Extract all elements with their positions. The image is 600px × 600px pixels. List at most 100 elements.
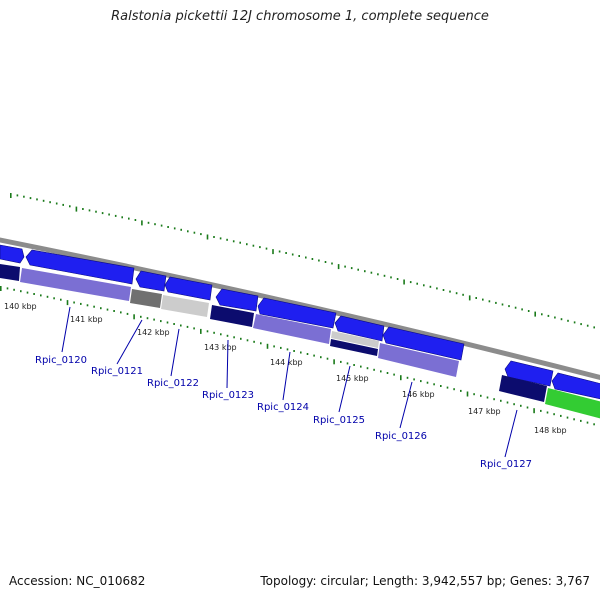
cds-arrow[interactable] <box>164 276 213 301</box>
locus-label-rpic-0121[interactable]: Rpic_0121 <box>91 366 143 377</box>
gene-bar[interactable] <box>545 388 600 421</box>
locus-label-rpic-0123[interactable]: Rpic_0123 <box>202 390 254 401</box>
tick-mark <box>340 360 342 363</box>
cds-arrow[interactable] <box>0 244 25 264</box>
tick-mark <box>373 368 375 371</box>
gene-bar[interactable] <box>161 295 209 317</box>
tick-mark <box>108 213 110 216</box>
gene-track <box>0 264 600 421</box>
locus-leader <box>226 339 229 389</box>
tick-mark <box>540 409 542 412</box>
tick-mark <box>449 290 451 293</box>
tick-mark <box>113 310 115 312</box>
tick-mark <box>80 302 82 305</box>
cds-arrow[interactable] <box>135 270 167 292</box>
tick-mark <box>160 224 163 227</box>
sequence-stats-label: Topology: circular; Length: 3,942,557 bp… <box>260 574 590 588</box>
locus-label-rpic-0124[interactable]: Rpic_0124 <box>257 402 309 413</box>
gene-bar[interactable] <box>0 264 20 281</box>
locus-label-rpic-0125[interactable]: Rpic_0125 <box>313 415 365 426</box>
tick-mark <box>344 265 346 268</box>
tick-mark <box>580 323 582 326</box>
locus-label-rpic-0120[interactable]: Rpic_0120 <box>35 355 87 366</box>
kbp-tick-label: 141 kbp <box>70 315 103 324</box>
tick-mark <box>403 279 405 285</box>
tick-mark <box>0 286 2 291</box>
tick-mark <box>200 233 202 236</box>
locus-label-rpic-0122[interactable]: Rpic_0122 <box>147 378 199 389</box>
cds-arrow[interactable] <box>334 315 385 342</box>
tick-mark <box>213 331 215 334</box>
tick-mark <box>193 327 195 330</box>
locus-label-rpic-0127[interactable]: Rpic_0127 <box>480 459 532 470</box>
tick-mark <box>88 209 91 212</box>
locus-leader <box>116 319 143 365</box>
tick-mark <box>442 289 445 291</box>
tick-mark <box>140 315 142 318</box>
tick-mark <box>134 219 137 221</box>
tick-mark <box>186 325 189 328</box>
kbp-tick-label: 145 kbp <box>336 374 369 383</box>
tick-mark <box>298 255 300 257</box>
cds-arrow[interactable] <box>382 326 465 361</box>
gene-bar[interactable] <box>210 305 254 327</box>
tick-mark <box>206 234 209 240</box>
tick-mark <box>593 423 595 426</box>
tick-mark <box>533 408 535 414</box>
tick-mark <box>553 413 555 416</box>
gene-bar[interactable] <box>253 314 331 344</box>
tick-mark <box>153 318 155 321</box>
cds-arrow[interactable] <box>504 360 554 387</box>
tick-mark <box>62 203 64 206</box>
cds-arrow[interactable] <box>257 297 337 329</box>
gene-bar[interactable] <box>130 289 162 308</box>
tick-mark <box>305 256 307 259</box>
kbp-tick-label: 143 kbp <box>204 343 237 352</box>
tick-mark <box>29 197 32 200</box>
map-title: Ralstonia pickettii 12J chromosome 1, co… <box>111 9 489 24</box>
cds-arrow[interactable] <box>551 372 600 401</box>
gene-bar[interactable] <box>331 331 379 348</box>
tick-mark <box>453 388 455 391</box>
tick-mark <box>10 193 12 198</box>
tick-mark <box>346 362 349 365</box>
tick-mark <box>213 236 215 238</box>
tick-mark <box>514 306 517 309</box>
tick-mark <box>219 237 222 240</box>
tick-mark <box>400 375 402 381</box>
gene-bar[interactable] <box>330 339 378 356</box>
tick-mark <box>420 380 422 383</box>
tick-mark <box>495 301 497 304</box>
tick-mark <box>173 323 175 325</box>
tick-mark <box>133 314 135 320</box>
gene-bar[interactable] <box>20 268 131 301</box>
tick-mark <box>239 241 241 244</box>
cds-arrow[interactable] <box>215 288 259 312</box>
tick-mark <box>409 281 412 284</box>
tick-mark <box>6 287 9 290</box>
tick-mark <box>554 316 556 319</box>
tick-mark <box>252 244 255 247</box>
locus-label-rpic-0126[interactable]: Rpic_0126 <box>375 431 427 442</box>
cds-arrow[interactable] <box>25 249 135 285</box>
tick-mark <box>220 333 222 336</box>
tick-mark <box>360 365 362 368</box>
tick-mark <box>93 305 95 308</box>
tick-mark <box>396 278 399 280</box>
gene-bar[interactable] <box>378 343 459 377</box>
tick-mark <box>313 354 315 357</box>
kbp-tick-labels: 140 kbp 141 kbp 142 kbp 143 kbp 144 kbp … <box>4 302 567 435</box>
tick-mark <box>473 393 475 396</box>
tick-mark <box>95 210 97 213</box>
tick-mark <box>180 324 182 327</box>
kbp-tick-label: 140 kbp <box>4 302 37 311</box>
tick-mark <box>141 220 143 226</box>
gene-bar[interactable] <box>499 375 547 402</box>
tick-mark <box>53 297 55 300</box>
tick-mark <box>547 314 550 317</box>
tick-mark <box>20 290 22 293</box>
tick-mark <box>173 227 176 230</box>
tick-mark <box>60 298 62 301</box>
tick-mark <box>386 372 389 374</box>
tick-mark <box>406 376 409 379</box>
